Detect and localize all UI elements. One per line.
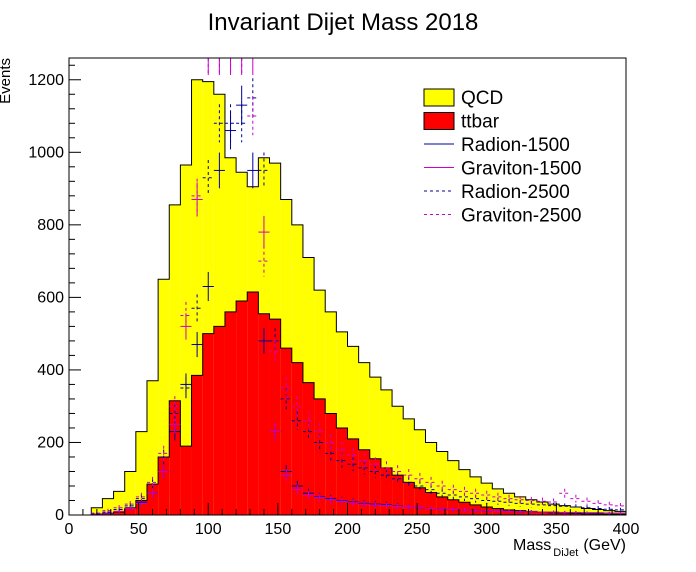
bar-ttbar [392,475,404,515]
bar-ttbar [403,482,415,515]
bar-ttbar [559,513,571,515]
legend-label: ttbar [461,112,500,133]
bar-ttbar [314,398,326,515]
bar-ttbar [224,311,237,515]
y-tick-label: 200 [37,434,64,451]
bar-ttbar [258,313,270,515]
bar-qcd [559,505,571,515]
bar-ttbar [436,496,448,515]
bar-ttbar [269,319,281,515]
bar-qcd [113,491,125,515]
bar-ttbar [124,508,136,515]
bar-qcd [135,431,147,515]
y-tick-label: 1000 [28,144,64,161]
bar-ttbar [325,413,337,515]
x-axis-label-main: Mass [513,537,551,554]
bar-ttbar [302,382,315,515]
bar-qcd [158,279,170,515]
y-tick-label: 800 [37,217,64,234]
bar-ttbar [425,492,437,515]
x-tick-label: 300 [473,521,500,538]
bar-ttbar [548,512,560,515]
bar-qcd [102,498,114,515]
bar-qcd [525,499,537,515]
bar-ttbar [414,487,426,515]
x-tick-label: 400 [613,521,640,538]
legend-swatch [423,112,455,130]
bar-ttbar [369,458,381,515]
x-tick-label: 250 [404,521,431,538]
x-tick-label: 100 [195,521,222,538]
bar-ttbar [169,400,181,515]
bar-ttbar [570,513,582,515]
x-axis-label-sub: DiJet [553,547,578,559]
bar-qcd [369,377,381,515]
bar-qcd [169,204,181,515]
bar-ttbar [358,449,370,515]
bar-qcd [536,501,549,515]
x-tick-label: 350 [543,521,570,538]
bar-qcd [347,346,359,515]
y-tick-label: 1200 [28,72,64,89]
bar-ttbar [247,291,259,515]
bar-ttbar [113,512,125,515]
bar-qcd [213,94,225,515]
bar-ttbar [291,362,303,515]
bar-ttbar [581,513,593,515]
series-radion-2500 [91,78,626,515]
bar-ttbar [336,427,348,515]
bar-ttbar [202,333,214,515]
bar-qcd [380,389,393,515]
x-tick-label: 200 [334,521,361,538]
bar-qcd [358,362,370,515]
bar-qcd [458,469,471,515]
bar-ttbar [213,326,225,515]
bar-ttbar [135,500,147,515]
bar-qcd [403,418,415,515]
bar-qcd [180,164,192,515]
bar-qcd [548,504,560,515]
legend-label: Graviton-2500 [461,206,581,227]
bar-qcd [492,488,504,515]
bar-ttbar [380,467,393,515]
legend-label: Graviton-1500 [461,159,581,180]
y-axis-label: Events [0,58,14,104]
chart-title: Invariant Dijet Mass 2018 [208,9,479,36]
bar-ttbar [180,446,192,515]
bar-qcd [146,380,159,515]
legend-label: QCD [461,88,503,109]
legend-swatch [423,88,455,107]
series-ttbar [69,291,626,515]
y-tick-label: 0 [55,507,64,524]
x-axis-label: Mass DiJet (GeV) [513,537,626,559]
series-graviton-2500 [91,58,626,515]
plot-area [69,58,626,515]
bar-ttbar [236,301,248,515]
y-tick-label: 400 [37,362,64,379]
bar-ttbar [280,348,292,515]
bar-ttbar [191,375,203,515]
x-tick-label: 50 [130,521,148,538]
axes: 0 50 100 150 200 250 300 350 400 0 200 400 600 800 100… [28,64,640,538]
y-tick-label: 600 [37,289,64,306]
bar-qcd [336,331,348,515]
bar-ttbar [158,456,170,515]
bar-qcd [392,406,404,515]
x-tick-label: 0 [65,521,74,538]
bar-qcd [514,496,526,515]
bar-qcd [503,493,515,515]
x-axis-label-unit: (GeV) [583,537,626,554]
bar-qcd [447,460,459,515]
bar-qcd [414,429,426,515]
bar-ttbar [146,484,159,515]
legend-label: Radion-2500 [461,182,570,203]
legend-label: Radion-1500 [461,135,570,156]
bar-ttbar [347,438,359,515]
x-tick-label: 150 [265,521,292,538]
bar-qcd [124,471,136,515]
